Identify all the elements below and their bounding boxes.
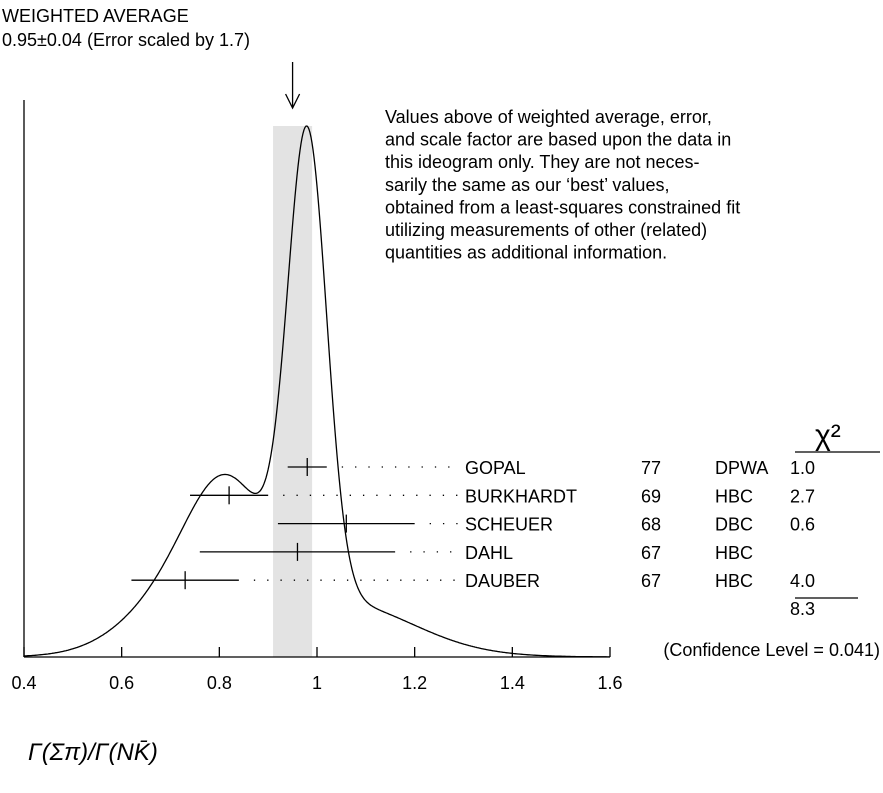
measurement-technique: HBC [715, 571, 753, 591]
measurement-chi2: 0.6 [790, 515, 815, 535]
chart-title: WEIGHTED AVERAGE [2, 6, 189, 26]
note-line: obtained from a least-squares constraine… [385, 197, 740, 217]
measurement-name: BURKHARDT [465, 486, 577, 506]
average-arrow [285, 62, 301, 110]
measurement-year: 67 [641, 571, 661, 591]
measurement-year: 67 [641, 543, 661, 563]
measurement-name: SCHEUER [465, 515, 553, 535]
measurement-year: 69 [641, 486, 661, 506]
note-line: and scale factor are based upon the data… [385, 130, 731, 150]
measurement-name: DAHL [465, 543, 513, 563]
note-line: quantities as additional information. [385, 243, 667, 263]
average-band [273, 126, 313, 657]
measurement-technique: DBC [715, 515, 753, 535]
x-tick-label: 1.2 [402, 673, 427, 693]
measurement-technique: HBC [715, 486, 753, 506]
ideogram-curve [23, 125, 610, 658]
confidence-level: (Confidence Level = 0.041) [663, 640, 880, 660]
measurement-chi2: 4.0 [790, 571, 815, 591]
measurement-name: DAUBER [465, 571, 540, 591]
note-line: sarily the same as our ‘best’ values, [385, 175, 669, 195]
note-line: this ideogram only. They are not neces- [385, 152, 700, 172]
x-tick-label: 0.6 [109, 673, 134, 693]
chi2-header: χ² [815, 419, 841, 452]
measurement-year: 77 [641, 458, 661, 478]
measurement-name: GOPAL [465, 458, 526, 478]
x-axis-label: Γ(Σπ)/Γ(NK̄) [28, 739, 158, 766]
measurement-chi2: 1.0 [790, 458, 815, 478]
note-line: Values above of weighted average, error, [385, 107, 712, 127]
note-line: utilizing measurements of other (related… [385, 220, 707, 240]
measurement-chi2: 2.7 [790, 486, 815, 506]
x-tick-label: 0.8 [207, 673, 232, 693]
measurement-year: 68 [641, 515, 661, 535]
x-tick-label: 1 [312, 673, 322, 693]
chi2-total: 8.3 [790, 599, 815, 619]
measurement-technique: HBC [715, 543, 753, 563]
x-tick-label: 0.4 [11, 673, 36, 693]
x-tick-label: 1.6 [597, 673, 622, 693]
measurement-technique: DPWA [715, 458, 768, 478]
chart-subtitle: 0.95±0.04 (Error scaled by 1.7) [2, 30, 250, 50]
x-tick-label: 1.4 [500, 673, 525, 693]
